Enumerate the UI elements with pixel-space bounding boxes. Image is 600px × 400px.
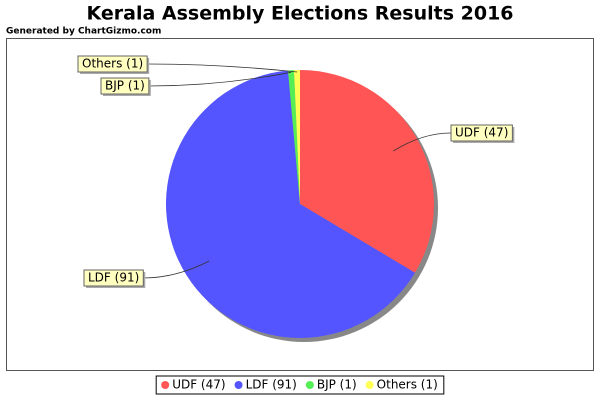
legend-marker bbox=[234, 381, 243, 389]
leader-line bbox=[147, 63, 298, 73]
callout-box bbox=[100, 77, 150, 95]
legend-marker bbox=[305, 381, 314, 389]
callout-label: LDF (91) bbox=[88, 271, 139, 285]
legend-label: BJP (1) bbox=[317, 378, 357, 392]
callout-label: UDF (47) bbox=[455, 126, 508, 140]
pie-slice bbox=[287, 70, 300, 205]
callout-box bbox=[77, 55, 148, 73]
chart-title: Kerala Assembly Elections Results 2016 bbox=[86, 3, 513, 25]
legend-box bbox=[155, 375, 445, 395]
callout-box bbox=[83, 269, 144, 287]
legend-label: UDF (47) bbox=[172, 378, 225, 392]
legend-label: Others (1) bbox=[377, 378, 438, 392]
leader-line bbox=[393, 132, 452, 152]
chart-subtitle: Generated by ChartGizmo.com bbox=[6, 27, 161, 37]
pie-slice bbox=[293, 70, 300, 204]
legend-marker bbox=[365, 381, 374, 389]
pie-slice bbox=[300, 70, 434, 273]
callout-box bbox=[450, 124, 513, 142]
leader-line bbox=[143, 260, 210, 279]
leader-line bbox=[148, 71, 292, 87]
callout-label: BJP (1) bbox=[105, 79, 145, 93]
pie-slice bbox=[166, 70, 416, 339]
legend-marker bbox=[161, 381, 170, 389]
callout-label: Others (1) bbox=[82, 57, 143, 71]
legend: UDF (47) LDF (91) BJP (1) Others (1) bbox=[155, 375, 445, 395]
legend-label: LDF (91) bbox=[246, 378, 297, 392]
